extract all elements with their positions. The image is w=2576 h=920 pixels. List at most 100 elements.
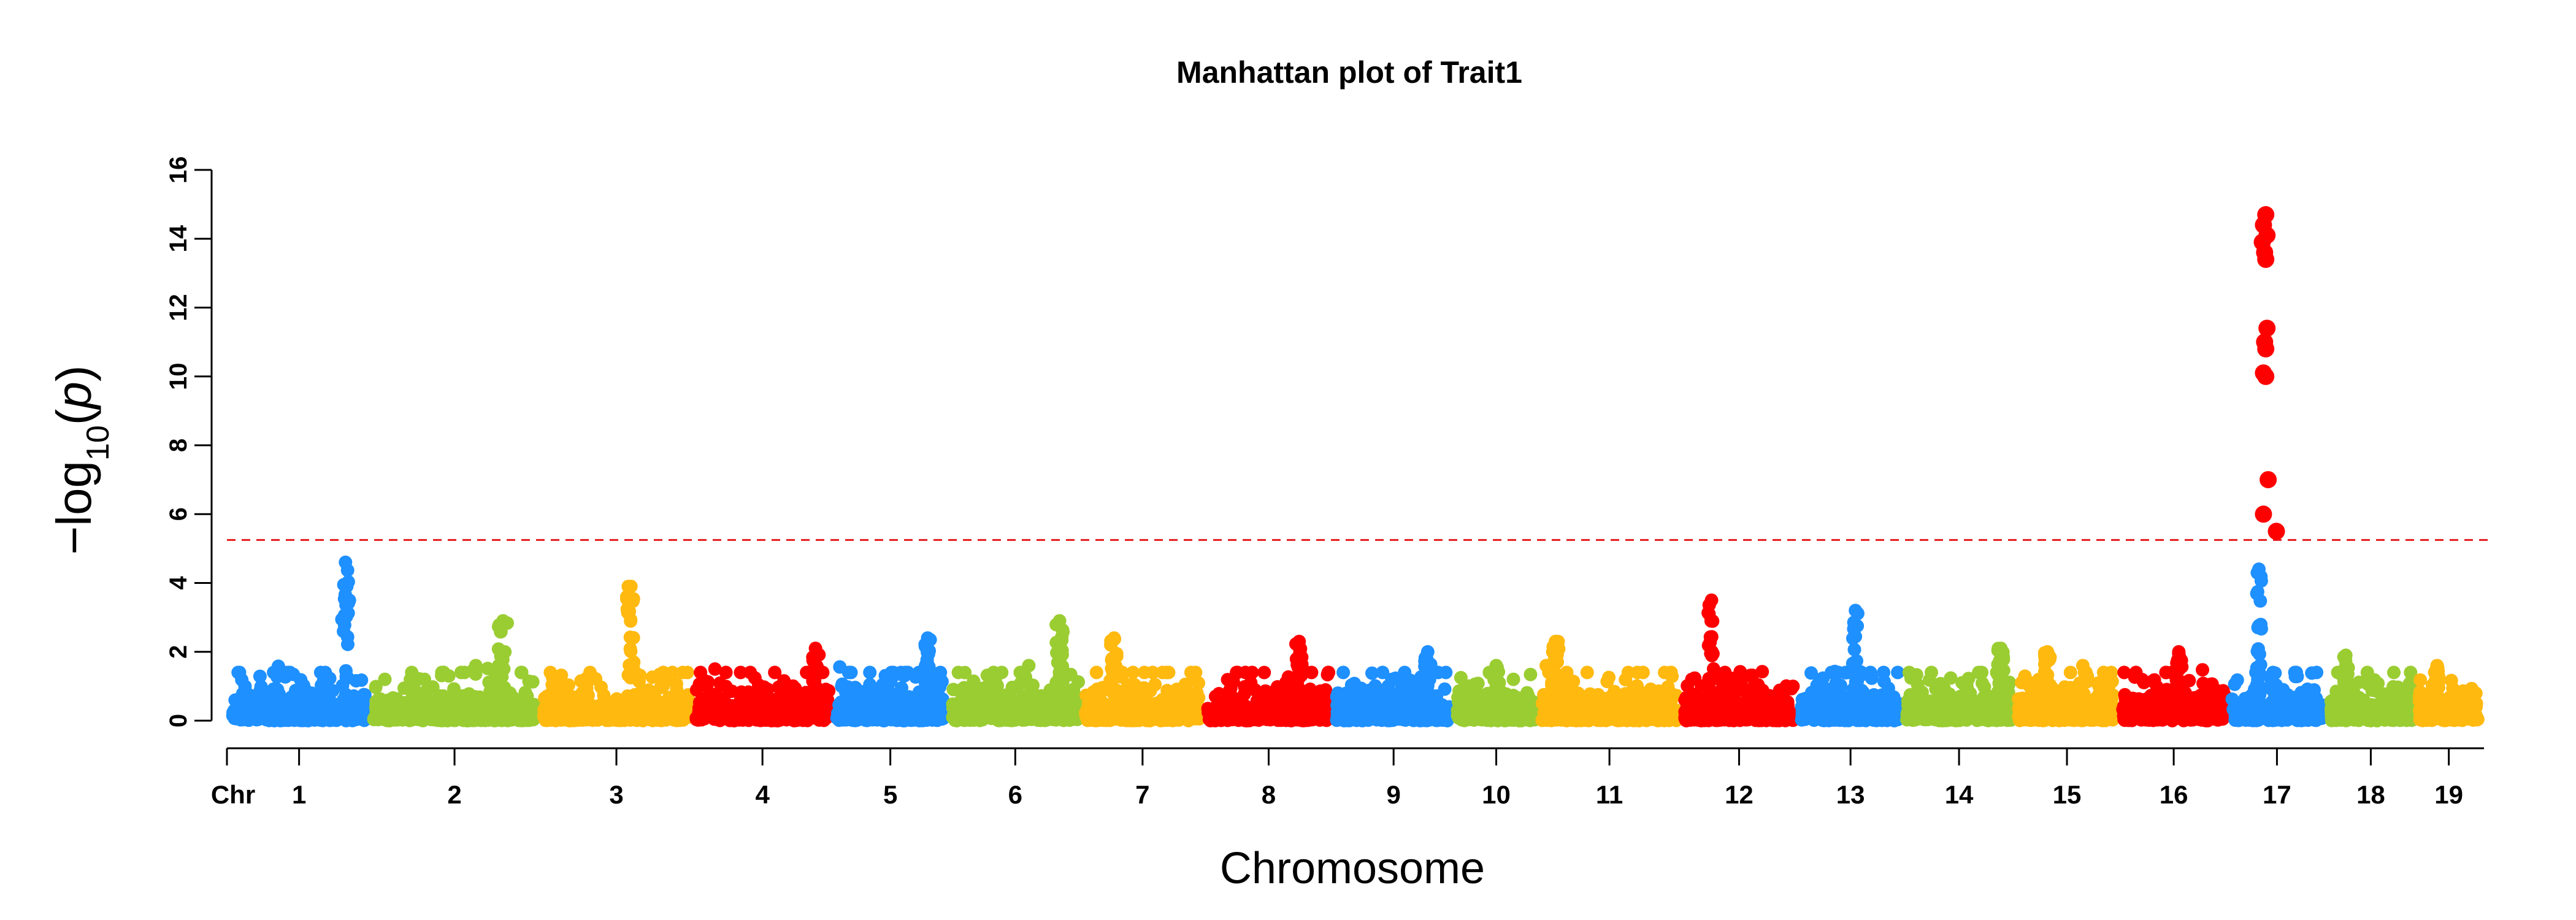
x-tick-label-chr-18: 18 bbox=[2356, 780, 2385, 809]
snp-point bbox=[1300, 694, 1314, 708]
snp-point bbox=[1256, 686, 1270, 700]
snp-point bbox=[1557, 701, 1571, 715]
snp-point bbox=[1103, 703, 1117, 718]
chr-9-points bbox=[1330, 645, 1456, 727]
snp-point bbox=[526, 675, 540, 689]
snp-point bbox=[358, 702, 372, 716]
snp-point bbox=[1137, 665, 1151, 680]
snp-point bbox=[560, 684, 574, 699]
snp-point bbox=[734, 665, 748, 680]
snp-point bbox=[1290, 689, 1304, 703]
snp-point bbox=[763, 692, 777, 707]
snp-point bbox=[1053, 668, 1067, 682]
snp-point bbox=[1563, 684, 1577, 699]
snp-point bbox=[1488, 671, 1501, 685]
snp-point bbox=[743, 665, 757, 680]
snp-point bbox=[294, 673, 308, 687]
snp-point bbox=[1435, 706, 1449, 720]
y-tick-label: 8 bbox=[165, 439, 192, 452]
snp-point bbox=[565, 710, 579, 724]
snp-point bbox=[378, 672, 392, 686]
snp-point bbox=[369, 680, 383, 694]
chr-11-top-snp bbox=[1549, 634, 1563, 648]
snp-point bbox=[1406, 712, 1420, 726]
snp-point bbox=[1017, 665, 1031, 680]
chr-11-points bbox=[1535, 634, 1684, 727]
snp-point bbox=[1054, 689, 1068, 703]
chr-5-points bbox=[830, 631, 950, 727]
snp-point bbox=[1221, 673, 1235, 687]
snp-point bbox=[353, 712, 367, 726]
snp-point bbox=[484, 708, 498, 722]
snp-point bbox=[623, 631, 637, 644]
snp-point bbox=[469, 667, 483, 681]
snp-point bbox=[1063, 713, 1077, 727]
snp-point bbox=[293, 684, 307, 698]
snp-point bbox=[946, 683, 960, 697]
snp-point bbox=[1500, 702, 1514, 716]
snp-point bbox=[624, 670, 637, 684]
snp-point bbox=[572, 700, 586, 714]
snp-point bbox=[678, 705, 692, 719]
snp-point bbox=[494, 625, 508, 639]
chr-9-top-snp bbox=[1420, 645, 1435, 659]
snp-point bbox=[1354, 712, 1368, 726]
snp-point bbox=[318, 665, 332, 680]
snp-point bbox=[274, 713, 288, 727]
snp-point bbox=[830, 711, 844, 725]
snp-point bbox=[1157, 695, 1171, 709]
snp-point bbox=[437, 665, 451, 680]
chr-1-top-snp bbox=[339, 555, 353, 569]
snp-point bbox=[339, 711, 353, 726]
snp-point bbox=[1089, 665, 1103, 680]
snp-point bbox=[978, 684, 992, 699]
snp-point bbox=[734, 702, 747, 715]
snp-point bbox=[251, 691, 265, 705]
snp-point bbox=[736, 711, 749, 726]
snp-point bbox=[863, 665, 877, 680]
snp-point bbox=[543, 665, 558, 680]
snp-point bbox=[405, 665, 419, 680]
snp-point bbox=[1383, 713, 1397, 727]
snp-point bbox=[1179, 679, 1192, 693]
y-label-var: p bbox=[47, 381, 101, 410]
snp-point bbox=[985, 704, 999, 718]
y-axis-label: −log10(p) bbox=[47, 365, 116, 554]
snp-point bbox=[1451, 710, 1465, 724]
snp-point bbox=[840, 711, 854, 725]
snp-point bbox=[515, 665, 529, 680]
snp-point bbox=[999, 702, 1013, 716]
snp-point bbox=[895, 681, 908, 695]
chr-10-top-snp bbox=[1489, 659, 1503, 673]
y-tick-label: 14 bbox=[165, 224, 192, 252]
snp-point bbox=[1630, 690, 1644, 704]
snp-point bbox=[1381, 679, 1395, 693]
x-tick-label-chr-15: 15 bbox=[2053, 780, 2082, 809]
snp-point bbox=[1302, 708, 1316, 723]
snp-point bbox=[689, 683, 703, 697]
snp-point bbox=[1630, 665, 1644, 680]
chr-4-points bbox=[689, 642, 836, 727]
snp-point bbox=[626, 659, 640, 673]
snp-point bbox=[1040, 706, 1054, 720]
snp-point bbox=[461, 694, 475, 708]
x-tick-label-chr-10: 10 bbox=[1482, 780, 1511, 809]
x-tick-label-chr-11: 11 bbox=[1596, 780, 1623, 809]
chr-8-top-snp bbox=[1292, 634, 1306, 648]
snp-point bbox=[1110, 650, 1124, 664]
chr-6-top-snp bbox=[1052, 614, 1067, 628]
snp-point bbox=[873, 705, 887, 719]
snp-point bbox=[1229, 693, 1243, 707]
chr-4-top-snp bbox=[808, 642, 822, 656]
y-label-open: ( bbox=[47, 408, 101, 425]
x-tick-label-chr-2: 2 bbox=[447, 780, 461, 809]
snp-point bbox=[495, 691, 509, 705]
snp-point bbox=[1068, 702, 1082, 716]
snp-point bbox=[615, 710, 629, 724]
snp-point bbox=[880, 692, 894, 706]
snp-point bbox=[340, 596, 354, 610]
snp-point bbox=[283, 665, 297, 680]
snp-point bbox=[813, 710, 827, 724]
snp-point bbox=[1439, 665, 1453, 680]
snp-point bbox=[1506, 672, 1520, 686]
